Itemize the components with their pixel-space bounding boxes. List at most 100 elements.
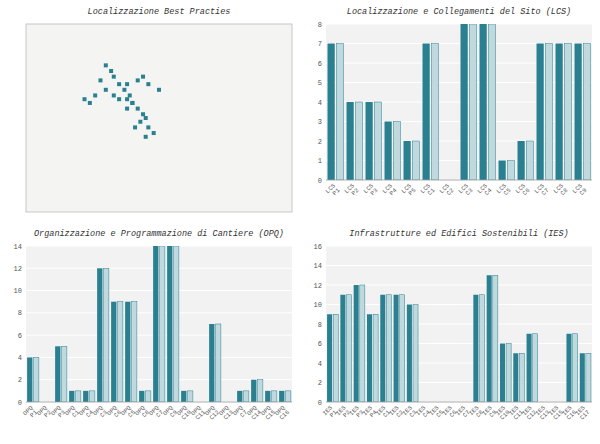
bar-outline	[386, 295, 391, 402]
x-tick-label-line: P5	[407, 187, 417, 197]
y-tick-label: 2	[318, 379, 322, 387]
x-tick-label: LCSC2	[438, 182, 455, 199]
title: Localizzazione Best Practies	[88, 7, 231, 17]
y-tick-label: 5	[318, 79, 322, 87]
y-tick-label: 6	[318, 340, 322, 348]
bar-outline	[469, 24, 476, 180]
bar	[366, 102, 373, 180]
bar-outline	[90, 391, 95, 402]
x-tick-label: LCSP5	[400, 182, 417, 199]
y-tick-label: 8	[318, 21, 322, 29]
map-dot	[146, 82, 150, 86]
y-tick-label: 14	[314, 262, 322, 270]
map-dot	[125, 82, 129, 86]
y-tick-label: 0	[318, 399, 322, 407]
x-tick-label: OPQC16	[274, 404, 291, 421]
bar-outline	[412, 141, 419, 180]
bar-outline	[583, 44, 590, 181]
bar	[265, 391, 270, 402]
bar	[423, 44, 430, 181]
bar	[279, 391, 284, 402]
map-dot	[117, 82, 121, 86]
marks	[83, 63, 161, 138]
grid-line	[326, 285, 592, 286]
bar	[153, 246, 158, 402]
x-tick-label: LCSC9	[571, 182, 588, 199]
bar-outline	[62, 346, 67, 402]
bar	[480, 24, 487, 180]
x-tick-label: LCSP1	[324, 182, 341, 199]
x-tick-label-line: C17	[579, 409, 592, 422]
y-tick-label: 1	[318, 157, 322, 165]
bar	[251, 380, 256, 402]
bar	[461, 24, 468, 180]
bar	[500, 344, 505, 403]
bar-outline	[373, 314, 378, 402]
bar-outline	[374, 102, 381, 180]
bar	[237, 391, 242, 402]
y-tick-label: 16	[314, 243, 322, 251]
bar-outline	[355, 102, 362, 180]
grid-line	[26, 246, 292, 247]
bar-outline	[174, 246, 179, 402]
map-dot	[141, 75, 145, 79]
x-tick-label-line: C1	[426, 187, 436, 197]
bar-outline	[393, 122, 400, 181]
x-tick-label-line: P2	[350, 187, 360, 197]
title: Organizzazione e Programmazione di Canti…	[34, 229, 284, 239]
bar-outline	[519, 353, 524, 402]
map-dot	[144, 116, 148, 120]
map-dot	[112, 93, 116, 97]
bar	[556, 44, 563, 181]
map-dot	[136, 107, 140, 111]
bar-outline	[76, 391, 81, 402]
map-dot	[157, 88, 161, 92]
bar-outline	[244, 391, 249, 402]
bar-outline	[118, 302, 123, 402]
x-tick-label-line: C3	[464, 187, 474, 197]
bar-outline	[360, 285, 365, 402]
bar-outline	[533, 334, 538, 402]
y-tick-label: 10	[14, 287, 22, 295]
plot-bg	[326, 24, 592, 180]
panel: Localizzazione e Collegamenti del Sito (…	[318, 7, 592, 200]
grid-line	[326, 180, 592, 181]
map-dot	[130, 101, 134, 105]
grid-line	[26, 402, 292, 403]
y-tick-label: 4	[318, 360, 322, 368]
map-dot	[93, 93, 97, 97]
map-dot	[112, 75, 116, 79]
y-tick-label: 8	[18, 309, 22, 317]
bar	[327, 314, 332, 402]
title: Localizzazione e Collegamenti del Sito (…	[347, 7, 571, 17]
map-dot	[104, 88, 108, 92]
x-tick-label: LCSP2	[343, 182, 360, 199]
bar-outline	[346, 295, 351, 402]
bar-outline	[34, 357, 39, 402]
x-tick-label-line: P1	[331, 187, 341, 197]
x-tick-label-line: C4	[483, 187, 493, 197]
map-dot	[98, 78, 102, 82]
y-tick-label: 12	[14, 265, 22, 273]
x-tick-label: LCSP3	[362, 182, 379, 199]
grid-line	[326, 24, 592, 25]
y-tick-label: 2	[318, 138, 322, 146]
bar	[487, 275, 492, 402]
bar	[537, 44, 544, 181]
x-tick-label-line: C16	[278, 409, 291, 422]
y-tick-label: 14	[14, 243, 22, 251]
bar	[97, 268, 102, 402]
panel: Localizzazione Best Practies	[26, 7, 292, 212]
grid-line	[326, 304, 592, 305]
x-tick-label-line: P4	[388, 187, 398, 197]
x-axis	[26, 402, 292, 403]
bar-outline	[104, 268, 109, 402]
x-tick-label-line: C9	[578, 187, 588, 197]
x-tick-label: LCSC7	[533, 182, 550, 199]
bar	[83, 391, 88, 402]
grid-line	[326, 246, 592, 247]
bar-outline	[506, 344, 511, 403]
bar-outline	[526, 141, 533, 180]
bar	[181, 391, 186, 402]
bar	[518, 141, 525, 180]
